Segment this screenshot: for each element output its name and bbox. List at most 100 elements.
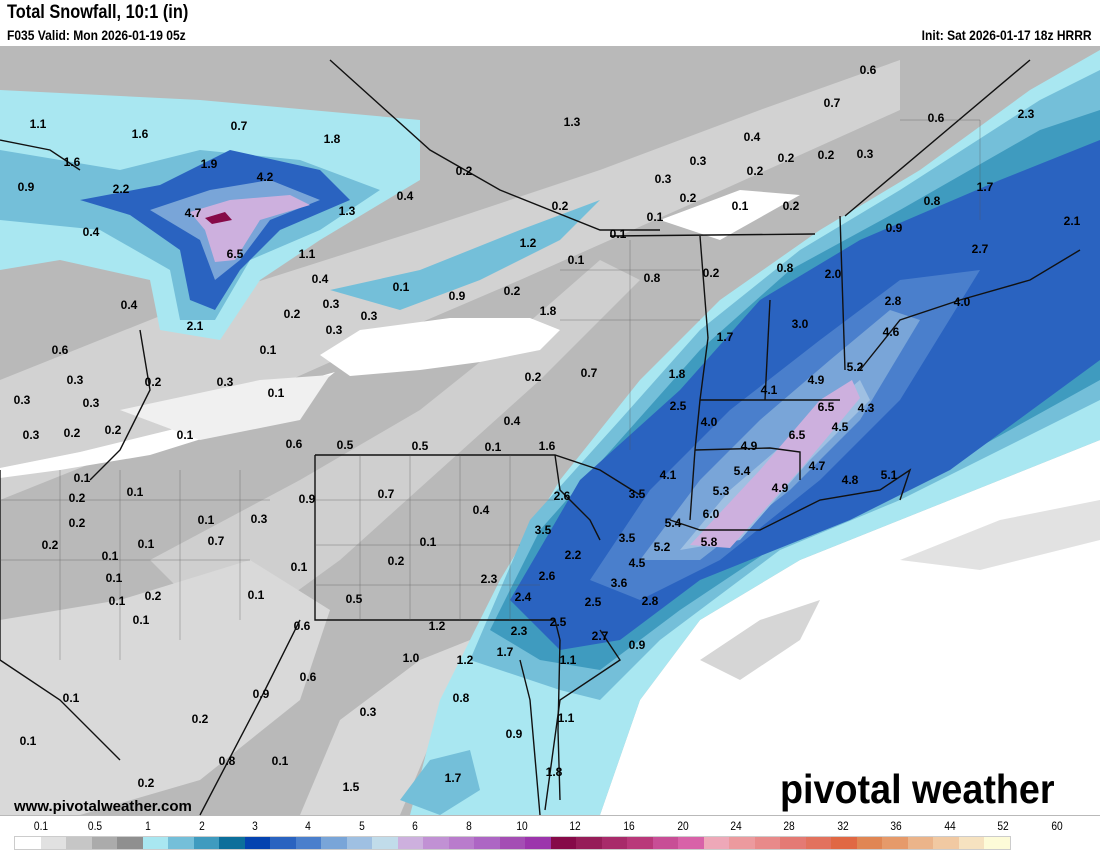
snowfall-value-label: 0.2 [104,423,122,437]
snowfall-value-label: 1.6 [538,439,556,453]
snowfall-value-label: 1.1 [559,653,577,667]
colorbar-swatch [448,837,474,849]
colorbar-tick-label: 20 [677,819,689,833]
colorbar-tick-label: 16 [623,819,635,833]
colorbar-swatch [397,837,423,849]
snowfall-value-label: 4.2 [256,170,274,184]
website-text: www.pivotalweather.com [14,798,192,815]
snowfall-value-label: 0.1 [73,471,91,485]
snowfall-value-label: 0.4 [743,130,761,144]
snowfall-value-label: 0.1 [176,428,194,442]
snowfall-value-label: 0.3 [22,428,40,442]
snowfall-value-label: 0.4 [82,225,100,239]
snowfall-value-label: 1.0 [402,651,420,665]
snowfall-value-label: 0.3 [250,512,268,526]
colorbar-tick-label: 3 [252,819,258,833]
snowfall-value-label: 0.2 [41,538,59,552]
snowfall-value-label: 1.1 [298,247,316,261]
snowfall-value-label: 0.9 [298,492,316,506]
snowfall-value-label: 4.1 [659,468,677,482]
snowfall-value-label: 0.4 [396,189,414,203]
colorbar-swatch [601,837,627,849]
snowfall-value-label: 6.0 [702,507,720,521]
snowfall-value-label: 1.2 [428,619,446,633]
snowfall-value-label: 1.2 [519,236,537,250]
snowfall-value-label: 1.7 [716,330,734,344]
colorbar-swatch [703,837,729,849]
snowfall-value-label: 1.6 [131,127,149,141]
snowfall-value-label: 0.2 [68,516,86,530]
snowfall-value-label: 0.1 [609,227,627,241]
snowfall-value-label: 2.2 [112,182,130,196]
colorbar-tick-label: 4 [305,819,311,833]
snowfall-value-label: 0.7 [580,366,598,380]
snowfall-value-label: 5.4 [664,516,682,530]
snowfall-value-label: 2.5 [549,615,567,629]
colorbar-swatch [652,837,678,849]
colorbar-tick-label: 24 [730,819,742,833]
snowfall-value-label: 3.6 [610,576,628,590]
colorbar-swatch [193,837,219,849]
snowfall-value-label: 4.0 [700,415,718,429]
snowfall-value-label: 0.7 [823,96,841,110]
snowfall-value-label: 2.3 [480,572,498,586]
snowfall-value-label: 2.3 [510,624,528,638]
snowfall-value-label: 2.8 [884,294,902,308]
snowfall-value-label: 0.6 [299,670,317,684]
snowfall-value-label: 2.5 [669,399,687,413]
snowfall-value-label: 0.2 [503,284,521,298]
snowfall-value-label: 2.5 [584,595,602,609]
colorbar-swatch [295,837,321,849]
snowfall-value-label: 0.9 [252,687,270,701]
snowfall-value-label: 0.2 [679,191,697,205]
colorbar-swatch [678,837,704,849]
snowfall-value-label: 0.1 [271,754,289,768]
colorbar-tick-label: 8 [466,819,472,833]
colorbar-swatch [780,837,806,849]
snowfall-value-label: 2.3 [1017,107,1035,121]
snowfall-value-label: 3.5 [618,531,636,545]
colorbar-swatch [321,837,347,849]
colorbar-swatch [117,837,143,849]
snowfall-value-label: 0.3 [856,147,874,161]
snowfall-value-label: 0.2 [137,776,155,790]
snowfall-value-label: 2.6 [553,489,571,503]
colorbar-tick-label: 2 [199,819,205,833]
colorbar-swatch [142,837,168,849]
colorbar-swatch [831,837,857,849]
snowfall-value-label: 5.2 [846,360,864,374]
map-shading [0,46,1100,816]
snowfall-value-label: 1.8 [539,304,557,318]
colorbar-tick-label: 6 [412,819,418,833]
snowfall-value-label: 4.1 [760,383,778,397]
snowfall-value-label: 0.1 [247,588,265,602]
colorbar-swatch [729,837,755,849]
snowfall-value-label: 0.1 [197,513,215,527]
snowfall-value-label: 4.9 [807,373,825,387]
snowfall-value-label: 1.6 [63,155,81,169]
colorbar-swatch [66,837,92,849]
colorbar-swatch [754,837,780,849]
snowfall-value-label: 4.9 [771,481,789,495]
snowfall-value-label: 0.3 [359,705,377,719]
colorbar-tick-label: 1 [145,819,151,833]
snowfall-value-label: 4.3 [857,401,875,415]
snowfall-value-label: 0.9 [505,727,523,741]
snowfall-value-label: 0.1 [731,199,749,213]
snowfall-value-label: 1.1 [29,117,47,131]
colorbar-swatch [219,837,245,849]
colorbar-swatch [499,837,525,849]
snowfall-value-label: 0.2 [782,199,800,213]
snowfall-value-label: 0.3 [216,375,234,389]
snowfall-value-label: 0.6 [859,63,877,77]
colorbar-swatch [958,837,984,849]
snowfall-value-label: 6.5 [226,247,244,261]
snowfall-value-label: 0.1 [62,691,80,705]
snowfall-value-label: 4.7 [808,459,826,473]
colorbar-swatch [244,837,270,849]
colorbar-swatches [14,836,1011,850]
colorbar-swatch [856,837,882,849]
snowfall-value-label: 0.8 [776,261,794,275]
snowfall-value-label: 0.1 [259,343,277,357]
snowfall-value-label: 0.8 [218,754,236,768]
